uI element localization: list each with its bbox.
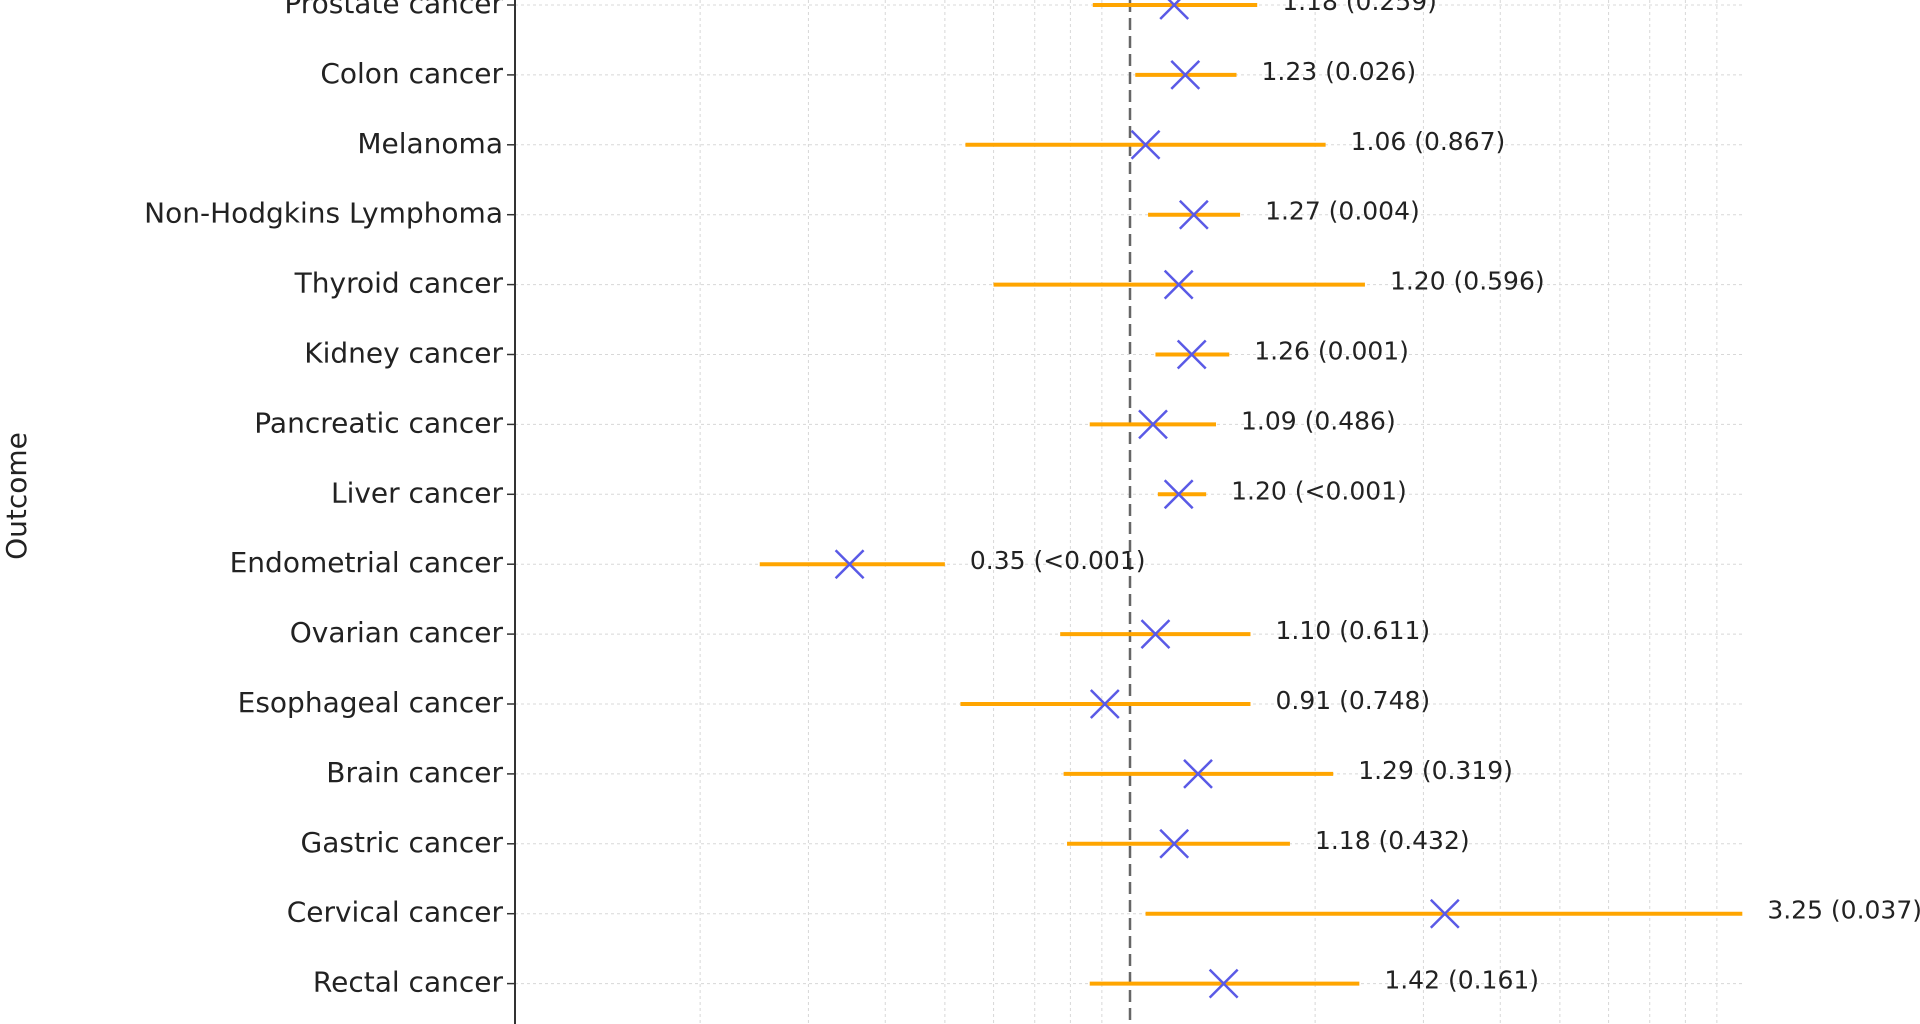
point-estimate [1159,0,1190,20]
value-label: 0.91 (0.748) [1275,686,1430,715]
y-axis-label: Outcome [0,432,33,560]
value-label: 3.25 (0.037) [1767,896,1920,925]
y-tick-label: Pancreatic cancer [254,406,503,439]
point-estimate [1176,339,1207,370]
y-tick-label: Endometrial cancer [230,546,504,579]
y-tick-label: Prostate cancer [284,0,503,20]
value-label: 1.10 (0.611) [1275,616,1430,645]
value-label: 0.35 (<0.001) [970,546,1146,575]
point-estimate [834,549,865,580]
y-tick-label: Melanoma [357,127,503,160]
value-label: 1.09 (0.486) [1241,406,1396,435]
value-label: 1.26 (0.001) [1254,337,1409,366]
point-estimate [1429,898,1460,929]
value-label: 1.42 (0.161) [1384,966,1539,995]
y-tick-label: Rectal cancer [313,966,504,999]
value-label: 1.20 (<0.001) [1231,476,1407,505]
point-estimate [1163,479,1194,510]
y-tick-label: Brain cancer [326,756,503,789]
point-estimate [1159,828,1190,859]
point-estimate [1183,759,1213,789]
value-label: 1.29 (0.319) [1358,756,1513,785]
value-label: 1.18 (0.259) [1282,0,1437,16]
value-label: 1.18 (0.432) [1315,826,1470,855]
value-label: 1.20 (0.596) [1390,267,1545,296]
y-tick-label: Cervical cancer [287,896,504,929]
value-label: 1.06 (0.867) [1351,127,1506,156]
value-label: 1.23 (0.026) [1262,57,1417,86]
y-tick-label: Ovarian cancer [290,616,504,649]
point-estimate [1130,129,1161,160]
point-estimate [1140,619,1171,649]
point-estimate [1178,199,1209,230]
y-tick-label: Thyroid cancer [294,267,504,300]
y-tick-label: Gastric cancer [301,826,504,859]
y-tick-label: Esophageal cancer [238,686,504,719]
point-estimate [1163,269,1194,300]
point-estimate [1170,60,1201,90]
point-estimate [1089,689,1120,719]
value-label: 1.27 (0.004) [1265,197,1420,226]
point-estimate [1138,409,1168,440]
y-tick-label: Non-Hodgkins Lymphoma [144,197,503,230]
y-tick-label: Colon cancer [320,57,503,90]
point-estimate [1208,968,1239,999]
y-tick-label: Liver cancer [331,476,504,509]
y-tick-label: Kidney cancer [304,337,503,370]
